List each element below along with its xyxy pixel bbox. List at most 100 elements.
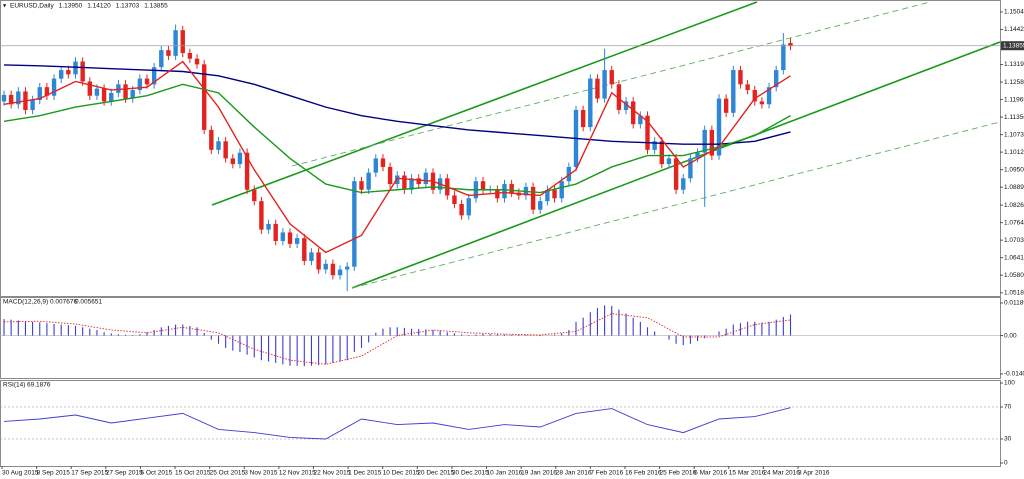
y-tick-label: 1.08890 [1004, 184, 1024, 191]
macd-value: 0.005651 [75, 299, 102, 306]
candle-body [144, 78, 150, 85]
x-tick-label: 8 Sep 2015 [37, 470, 71, 477]
candle-body [395, 175, 400, 185]
candle-body [166, 50, 171, 56]
candle-body [1, 94, 7, 102]
candle-body [480, 181, 486, 190]
candle-body [459, 203, 464, 216]
candle-body [123, 84, 128, 99]
x-tick-label: 20 Dec 2015 [417, 470, 454, 477]
candle-body [352, 181, 357, 267]
candle-body [173, 30, 178, 56]
candle-body [87, 81, 92, 96]
candle-body [738, 70, 743, 85]
candle-body [316, 252, 321, 270]
candle-body [287, 232, 293, 244]
rsi-title: RSI(14) [3, 382, 25, 389]
candle-body [538, 201, 543, 210]
candle-body [759, 101, 765, 105]
candle-body [273, 223, 278, 242]
candle-body [94, 88, 100, 96]
x-tick-label: 22 Nov 2015 [313, 470, 350, 477]
candle-body [781, 44, 786, 71]
candle-body [609, 70, 614, 85]
macd-title: MACD(12,26,9) [3, 299, 48, 306]
candle-body [752, 90, 757, 102]
y-tick-label: 1.07645 [1004, 219, 1024, 226]
moving-average [3, 83, 791, 194]
macd-value: 0.007676 [50, 299, 77, 306]
x-tick-label: 10 Jan 2016 [487, 470, 523, 477]
candle-body [723, 98, 729, 113]
trend-channel-dashed [291, 1, 1001, 289]
x-tick-label: 6 Oct 2015 [140, 470, 172, 477]
x-tick-label: 1 Dec 2015 [348, 470, 382, 477]
candle-body [359, 181, 364, 190]
x-tick-label: 27 Sep 2015 [106, 470, 143, 477]
macd-signal [3, 313, 791, 365]
candle-body [552, 189, 557, 199]
candle-body [695, 152, 700, 159]
candle-body [244, 152, 250, 190]
candle-body [416, 178, 421, 185]
x-tick-label: 10 Dec 2015 [383, 470, 420, 477]
candle-body [223, 141, 228, 159]
y-tick-label: 1.10120 [1004, 149, 1024, 156]
candle-body [73, 61, 78, 75]
y-tick-label: 1.09505 [1004, 166, 1024, 173]
candle-body [216, 141, 221, 150]
channel-outer [351, 121, 1001, 289]
candle-body [66, 70, 71, 75]
candle-body [502, 184, 507, 199]
candle-body [80, 61, 85, 82]
candle-body [330, 263, 336, 276]
candle-body [559, 181, 564, 199]
candle-body [8, 94, 14, 105]
candle-body [37, 87, 42, 100]
candle-body [545, 189, 550, 202]
current-price-label: 1.13855 [1003, 42, 1024, 49]
x-tick-label: 25 Oct 2015 [210, 470, 246, 477]
candle-body [337, 269, 343, 276]
candle-body [652, 141, 657, 150]
x-tick-label: 15 Mar 2016 [729, 470, 766, 477]
y-tick-label: 1.05800 [1004, 272, 1024, 279]
x-tick-label: 17 Sep 2015 [71, 470, 108, 477]
price-pane [0, 0, 1001, 297]
candle-body [409, 178, 414, 190]
x-tick-label: 28 Jan 2016 [556, 470, 592, 477]
channel-upper [211, 1, 758, 206]
header-text: 1.13855 [144, 3, 168, 10]
candle-body [666, 158, 672, 165]
rsi-line [3, 407, 791, 440]
candle-body [595, 78, 600, 99]
candle-body [387, 166, 393, 185]
y-tick-label: 1.12580 [1004, 79, 1024, 86]
x-tick-label: 16 Feb 2016 [625, 470, 662, 477]
candle-body [673, 158, 679, 190]
candle-body [788, 43, 793, 46]
candle-body [101, 88, 107, 102]
y-tick-label: 1.13195 [1004, 61, 1024, 68]
candle-body [659, 141, 664, 165]
y-tick-label: 1.05180 [1004, 290, 1024, 297]
candle-body [623, 101, 629, 110]
x-tick-label: 19 Jan 2016 [521, 470, 557, 477]
candle-body [266, 223, 271, 230]
candle-body [616, 84, 622, 110]
y-tick-label: -0.014010 [1004, 371, 1024, 378]
x-tick-label: 30 Aug 2015 [2, 470, 39, 477]
candle-body [745, 84, 750, 91]
candle-body [280, 232, 286, 242]
candle-body [230, 158, 235, 165]
candle-body [16, 91, 21, 105]
candle-body [116, 84, 121, 93]
candle-body [202, 64, 207, 130]
candle-body [252, 189, 257, 202]
candle-body [602, 70, 607, 99]
x-tick-label: 3 Apr 2016 [798, 470, 830, 477]
y-tick-label: 1.08260 [1004, 202, 1024, 209]
moving-average [3, 64, 791, 145]
